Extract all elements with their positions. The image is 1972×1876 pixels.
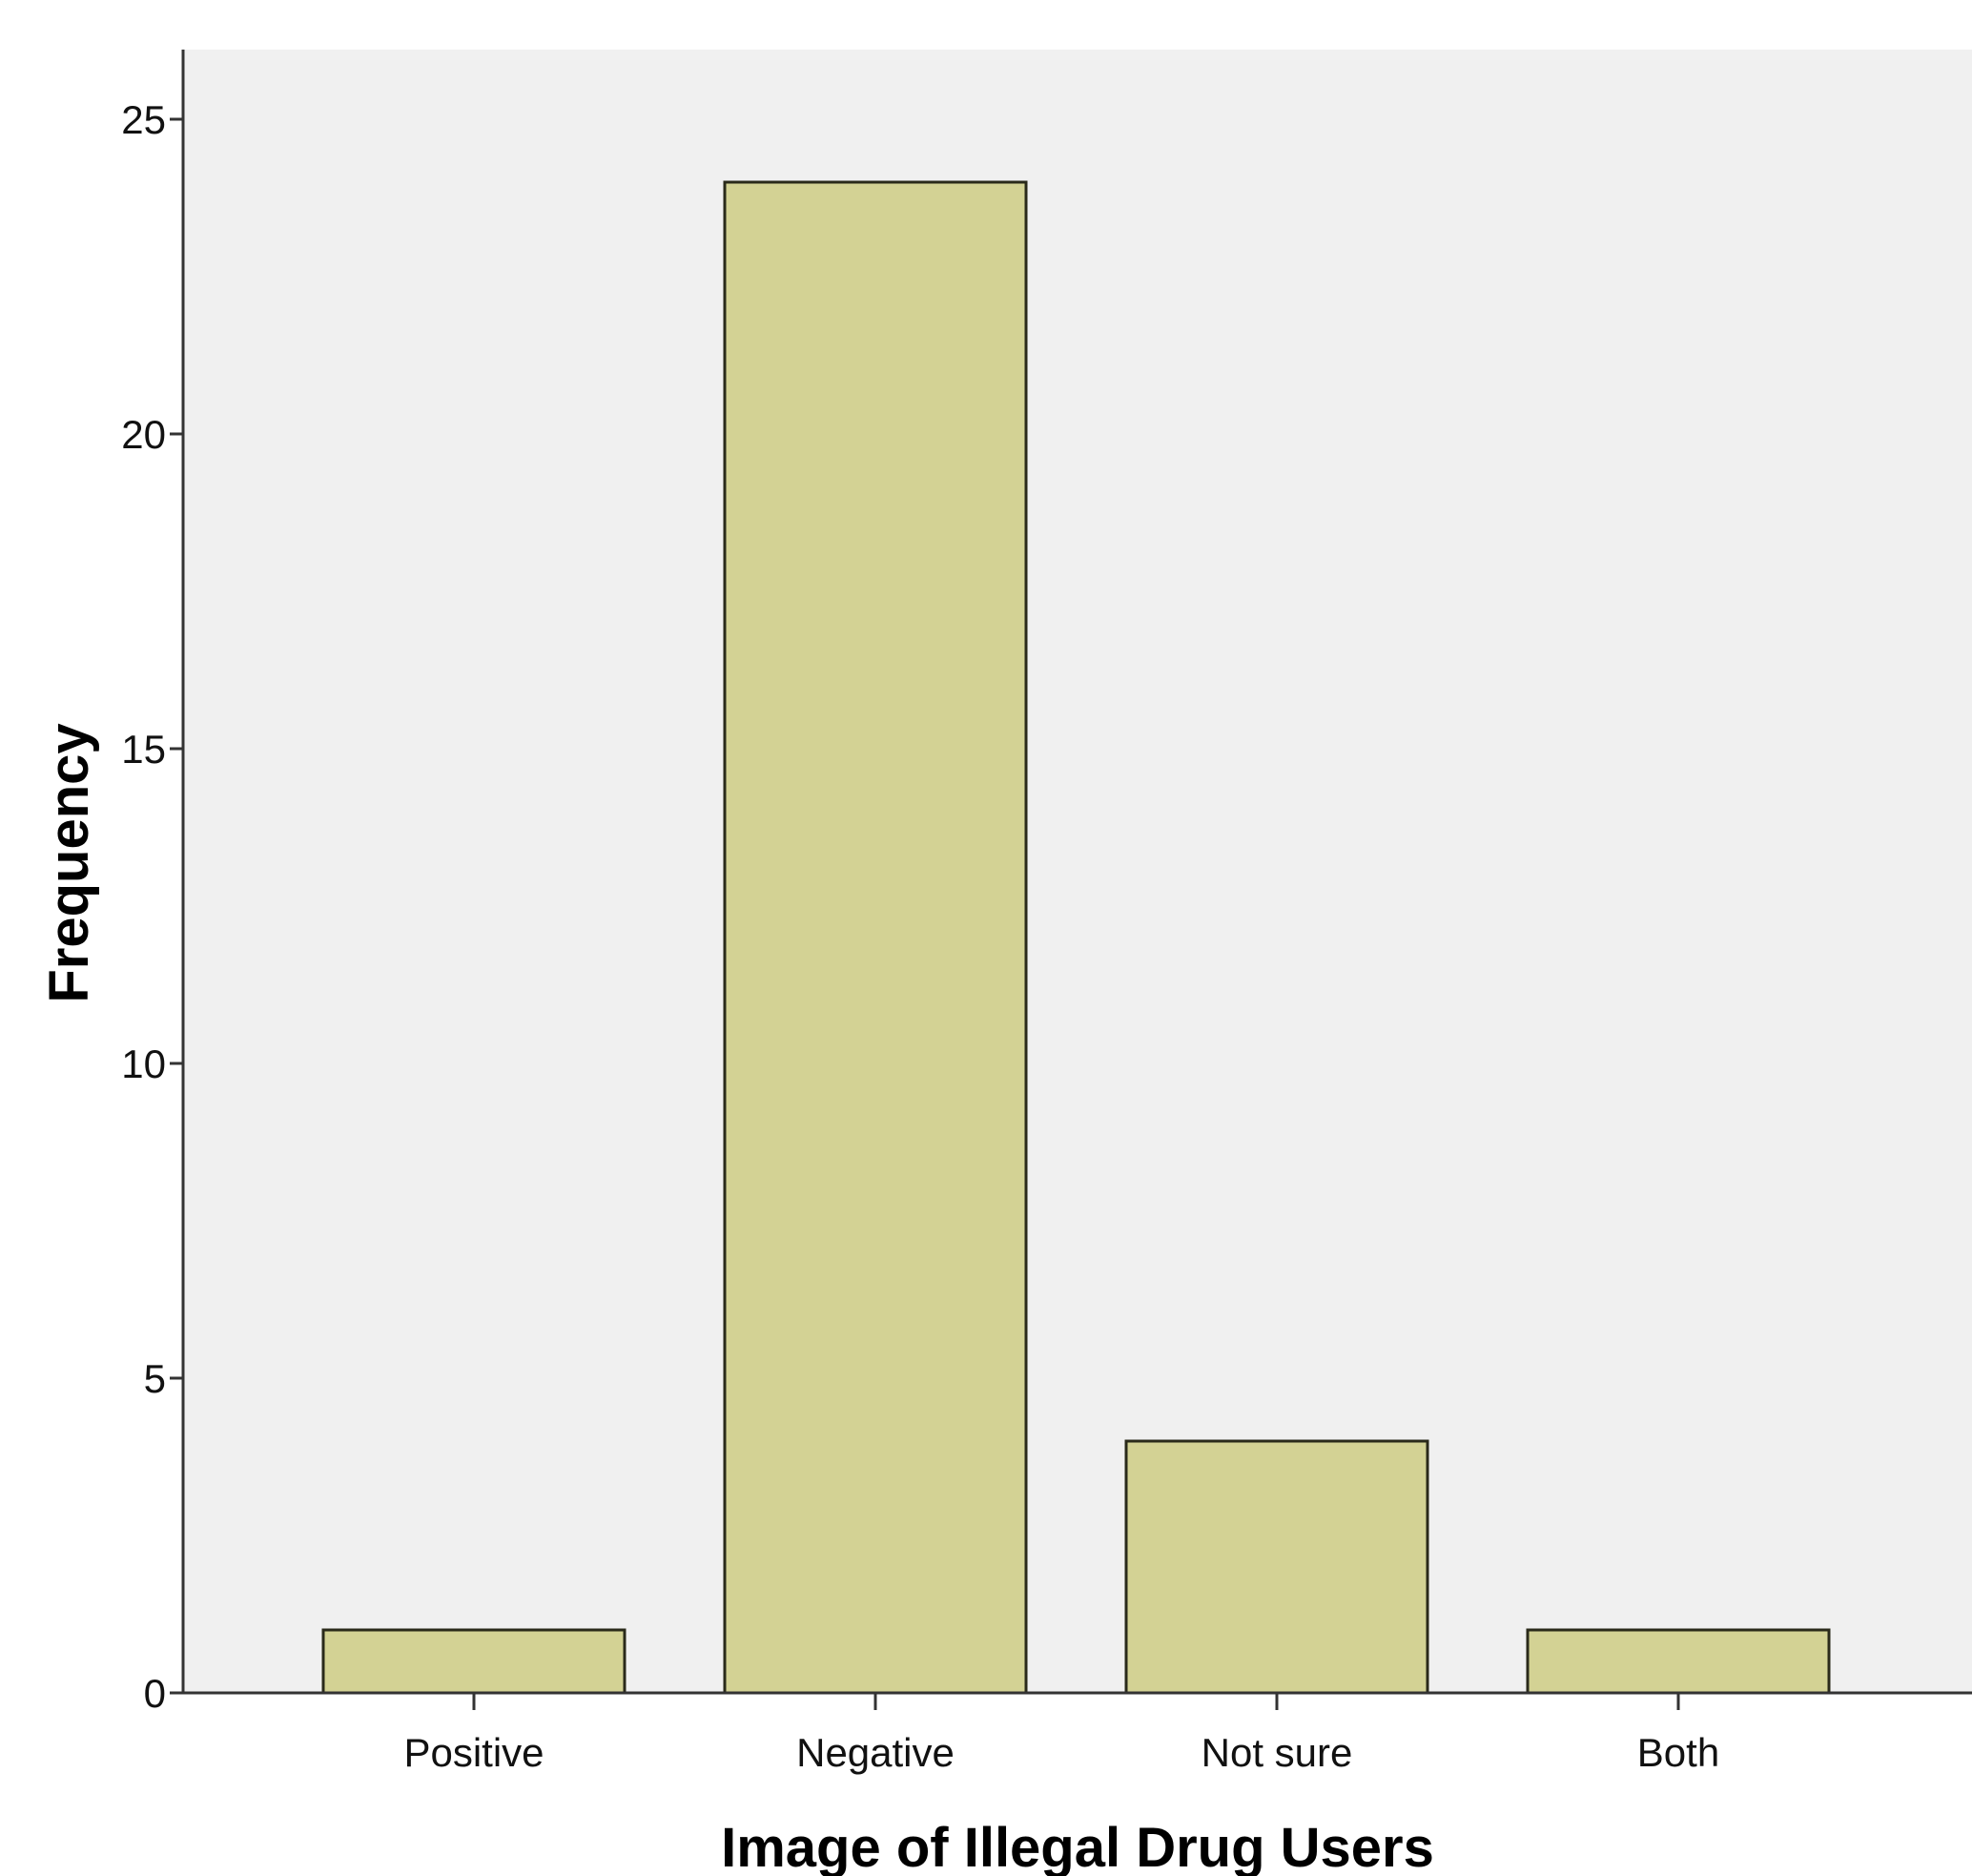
y-axis-ticks: 0 5 10 15 20 25 <box>121 97 183 1716</box>
bar-positive <box>321 1628 627 1695</box>
y-axis-title: Frequency <box>38 723 100 1002</box>
y-tick-label: 20 <box>121 412 166 457</box>
plot-area <box>183 50 1972 1693</box>
y-tick-label: 25 <box>121 97 166 142</box>
y-tick-label: 10 <box>121 1041 166 1086</box>
x-tick-label: Positive <box>403 1730 544 1775</box>
x-tick-label: Both <box>1637 1730 1719 1775</box>
bars-group <box>321 180 1831 1695</box>
y-tick-label: 0 <box>144 1671 166 1716</box>
y-tick-label: 5 <box>144 1356 166 1401</box>
x-axis-ticks: Positive Negative Not sure Both <box>403 1693 1719 1775</box>
bar-negative <box>723 180 1028 1695</box>
x-tick-label: Negative <box>796 1730 955 1775</box>
x-tick-label: Not sure <box>1202 1730 1353 1775</box>
x-axis-title: Image of Illegal Drug Users <box>721 1817 1434 1876</box>
bar-not-sure <box>1124 1439 1429 1695</box>
bar-both <box>1526 1628 1831 1695</box>
y-tick-label: 15 <box>121 727 166 772</box>
